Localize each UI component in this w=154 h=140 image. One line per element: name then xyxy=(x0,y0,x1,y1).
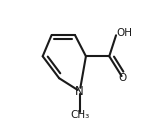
Text: N: N xyxy=(75,85,84,98)
Text: O: O xyxy=(119,73,127,83)
Text: OH: OH xyxy=(117,28,133,38)
Text: CH₃: CH₃ xyxy=(70,110,89,120)
